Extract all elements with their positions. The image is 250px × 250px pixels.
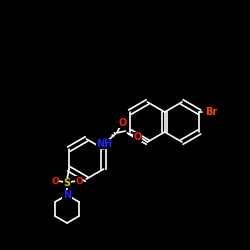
Text: O: O [75,176,83,186]
Text: N: N [63,190,71,200]
Text: O: O [133,132,141,142]
Text: S: S [64,178,70,188]
Text: O: O [118,118,126,128]
Text: NH: NH [96,139,112,149]
Text: O: O [51,176,59,186]
Text: Br: Br [205,107,218,117]
